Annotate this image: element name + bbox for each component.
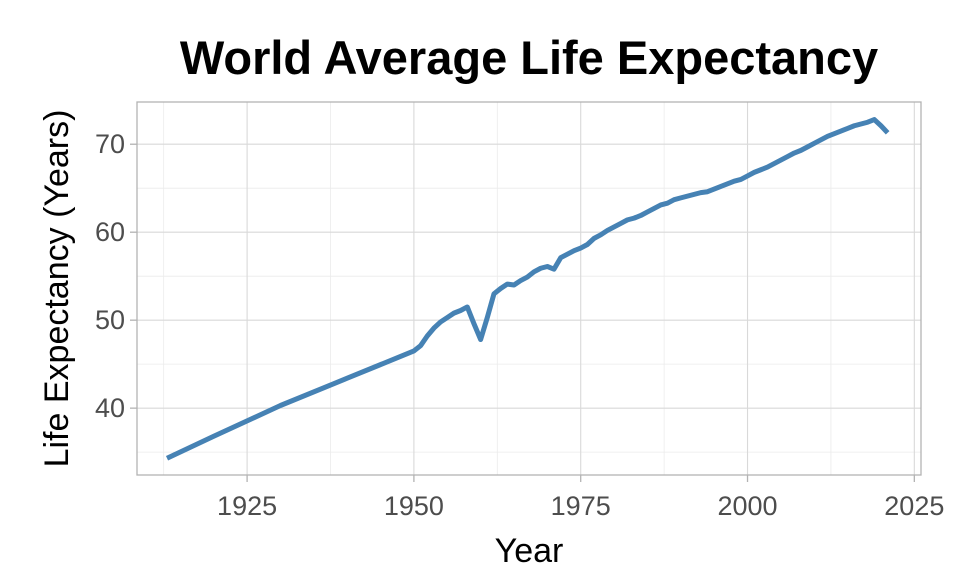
- y-axis-label: Life Expectancy (Years): [38, 110, 76, 468]
- x-tick-label: 2025: [884, 491, 944, 521]
- life-expectancy-line: [165, 117, 890, 461]
- major-gridlines: [137, 102, 921, 475]
- x-axis-ticks: 1925 1950 1975 2000 2025: [217, 475, 944, 521]
- x-axis-label: Year: [495, 532, 564, 570]
- y-tick-label: 60: [95, 217, 125, 247]
- y-tick-label: 70: [95, 129, 125, 159]
- plot-panel-border: [136, 101, 922, 476]
- x-tick-label: 1925: [217, 491, 277, 521]
- x-tick-label: 1975: [551, 491, 611, 521]
- minor-gridlines: [137, 102, 921, 475]
- y-tick-label: 50: [95, 305, 125, 335]
- x-tick-label: 1950: [384, 491, 444, 521]
- chart-title: World Average Life Expectancy: [180, 31, 878, 84]
- y-axis-ticks: 40 50 60 70: [95, 129, 137, 423]
- y-tick-label: 40: [95, 393, 125, 423]
- x-tick-label: 2000: [717, 491, 777, 521]
